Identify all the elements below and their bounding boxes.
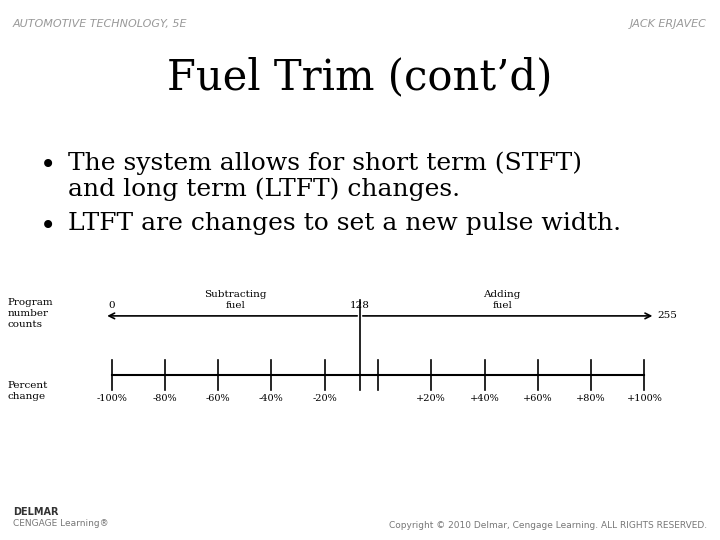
Text: -100%: -100% — [96, 394, 127, 403]
Text: •: • — [40, 151, 56, 179]
Text: 255: 255 — [657, 312, 678, 320]
Text: Copyright © 2010 Delmar, Cengage Learning. ALL RIGHTS RESERVED.: Copyright © 2010 Delmar, Cengage Learnin… — [389, 521, 707, 530]
Text: -20%: -20% — [312, 394, 337, 403]
Text: +100%: +100% — [626, 394, 662, 403]
Text: +20%: +20% — [416, 394, 446, 403]
Text: and long term (LTFT) changes.: and long term (LTFT) changes. — [68, 177, 461, 201]
Text: -40%: -40% — [259, 394, 284, 403]
Text: DELMAR: DELMAR — [13, 507, 58, 517]
Text: -60%: -60% — [206, 394, 230, 403]
Text: +40%: +40% — [469, 394, 500, 403]
Text: CENGAGE Learning®: CENGAGE Learning® — [13, 519, 109, 528]
Text: Program
number
counts: Program number counts — [7, 298, 53, 329]
Text: 0: 0 — [108, 301, 115, 310]
Text: Adding
fuel: Adding fuel — [484, 291, 521, 310]
Text: AUTOMOTIVE TECHNOLOGY, 5E: AUTOMOTIVE TECHNOLOGY, 5E — [13, 19, 187, 29]
Text: -80%: -80% — [153, 394, 177, 403]
Text: +60%: +60% — [523, 394, 553, 403]
Text: 128: 128 — [350, 301, 370, 310]
Text: Subtracting
fuel: Subtracting fuel — [204, 291, 267, 310]
Text: LTFT are changes to set a new pulse width.: LTFT are changes to set a new pulse widt… — [68, 212, 621, 235]
Text: +80%: +80% — [576, 394, 606, 403]
Text: The system allows for short term (STFT): The system allows for short term (STFT) — [68, 151, 582, 175]
Text: •: • — [40, 212, 56, 240]
Text: JACK ERJAVEC: JACK ERJAVEC — [630, 19, 707, 29]
Text: Fuel Trim (cont’d): Fuel Trim (cont’d) — [167, 57, 553, 99]
Text: Percent
change: Percent change — [7, 381, 48, 401]
